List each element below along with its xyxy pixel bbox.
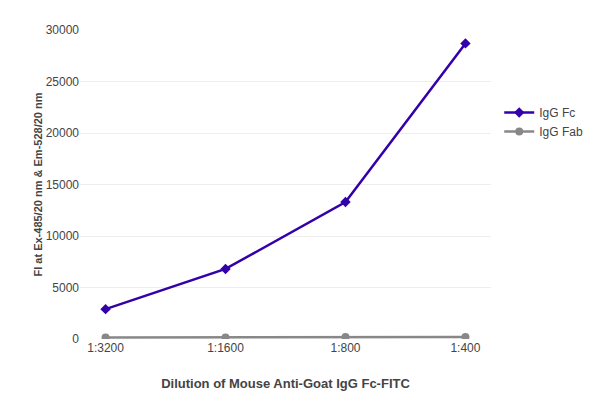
svg-text:15000: 15000 [46, 178, 80, 192]
svg-text:1:800: 1:800 [330, 341, 360, 355]
svg-text:Dilution of Mouse Anti-Goat Ig: Dilution of Mouse Anti-Goat IgG Fc-FITC [161, 376, 410, 391]
svg-text:5000: 5000 [52, 281, 79, 295]
svg-text:FI at Ex-485/20 nm & Em-528/20: FI at Ex-485/20 nm & Em-528/20 nm [32, 92, 44, 276]
svg-text:1:400: 1:400 [450, 341, 480, 355]
svg-text:0: 0 [72, 332, 79, 346]
svg-text:10000: 10000 [46, 229, 80, 243]
svg-text:IgG Fc: IgG Fc [539, 106, 575, 120]
svg-text:20000: 20000 [46, 126, 80, 140]
svg-text:25000: 25000 [46, 75, 80, 89]
svg-text:1:3200: 1:3200 [87, 341, 124, 355]
svg-text:1:1600: 1:1600 [207, 341, 244, 355]
svg-text:30000: 30000 [46, 23, 80, 37]
svg-text:IgG Fab: IgG Fab [539, 125, 583, 139]
